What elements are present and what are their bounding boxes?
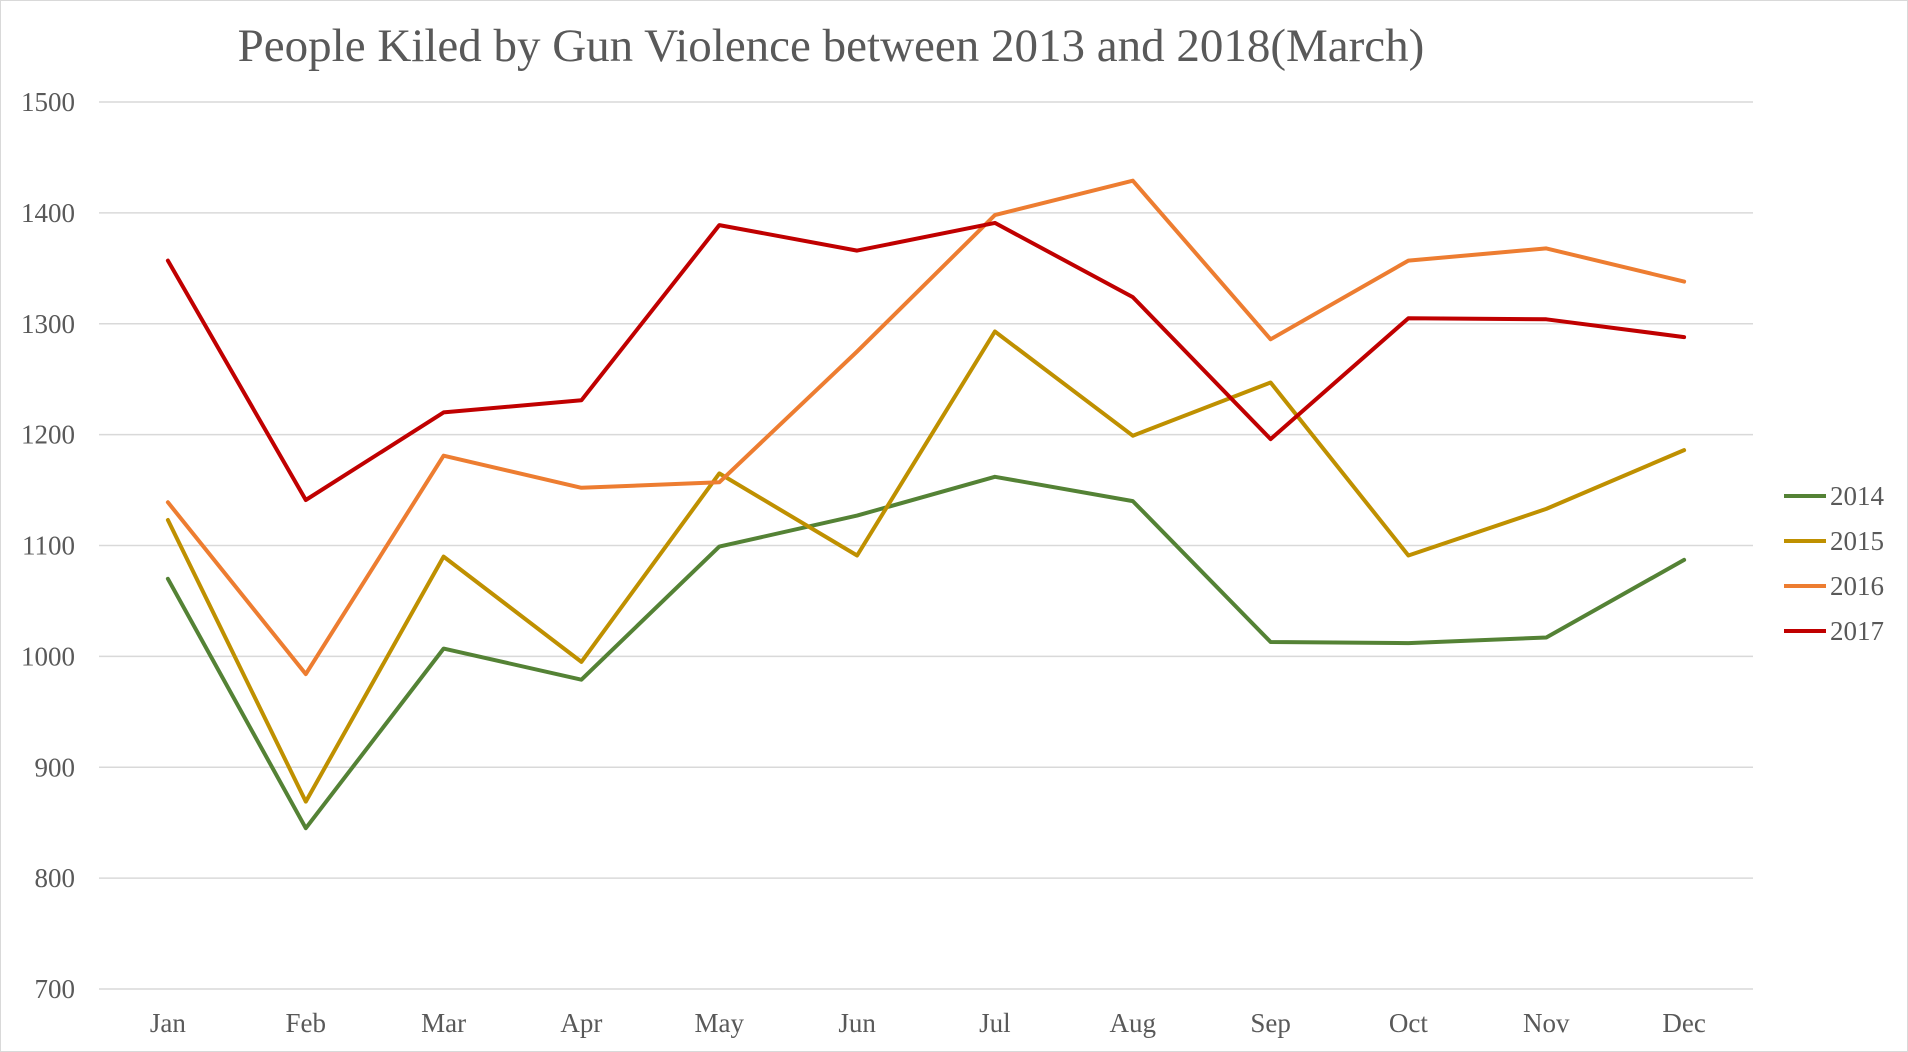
legend-label-2017: 2017 bbox=[1830, 616, 1884, 646]
legend-label-2014: 2014 bbox=[1830, 481, 1885, 511]
x-tick-label: May bbox=[695, 1008, 745, 1038]
series-line-2016 bbox=[165, 178, 1687, 677]
x-tick-label: Aug bbox=[1110, 1008, 1157, 1038]
y-tick-label: 1200 bbox=[21, 420, 75, 450]
y-tick-label: 900 bbox=[35, 752, 76, 782]
gridlines bbox=[99, 101, 1753, 990]
series-line-2015 bbox=[165, 329, 1687, 804]
y-axis-tick-labels: 700 800 900 1000 1100 1200 1300 1400 1500 bbox=[21, 87, 75, 1004]
x-tick-label: Oct bbox=[1389, 1008, 1428, 1038]
x-tick-label: Sep bbox=[1250, 1008, 1291, 1038]
y-tick-label: 700 bbox=[35, 974, 76, 1004]
x-tick-label: Jan bbox=[150, 1008, 186, 1038]
y-tick-label: 1000 bbox=[21, 641, 75, 671]
series-lines bbox=[165, 178, 1687, 831]
x-tick-label: Mar bbox=[421, 1008, 466, 1038]
chart-title: People Kiled by Gun Violence between 201… bbox=[237, 20, 1425, 72]
x-tick-label: Nov bbox=[1523, 1008, 1570, 1038]
y-tick-label: 1400 bbox=[21, 198, 75, 228]
x-tick-label: Dec bbox=[1662, 1008, 1705, 1038]
legend-label-2016: 2016 bbox=[1830, 571, 1884, 601]
legend-label-2015: 2015 bbox=[1830, 526, 1884, 556]
x-tick-label: Jun bbox=[838, 1008, 876, 1038]
x-tick-label: Apr bbox=[560, 1008, 602, 1038]
y-tick-label: 800 bbox=[35, 863, 76, 893]
x-tick-label: Feb bbox=[286, 1008, 327, 1038]
y-tick-label: 1300 bbox=[21, 309, 75, 339]
series-line-2017 bbox=[165, 220, 1687, 502]
x-axis-tick-labels: Jan Feb Mar Apr May Jun Jul Aug Sep Oct Nov Dec bbox=[150, 1008, 1706, 1038]
y-tick-label: 1500 bbox=[21, 87, 75, 117]
y-tick-label: 1100 bbox=[22, 531, 75, 561]
x-tick-label: Jul bbox=[979, 1008, 1011, 1038]
legend: 2014 2015 2016 2017 bbox=[1784, 481, 1885, 646]
series-line-2014 bbox=[165, 474, 1687, 831]
